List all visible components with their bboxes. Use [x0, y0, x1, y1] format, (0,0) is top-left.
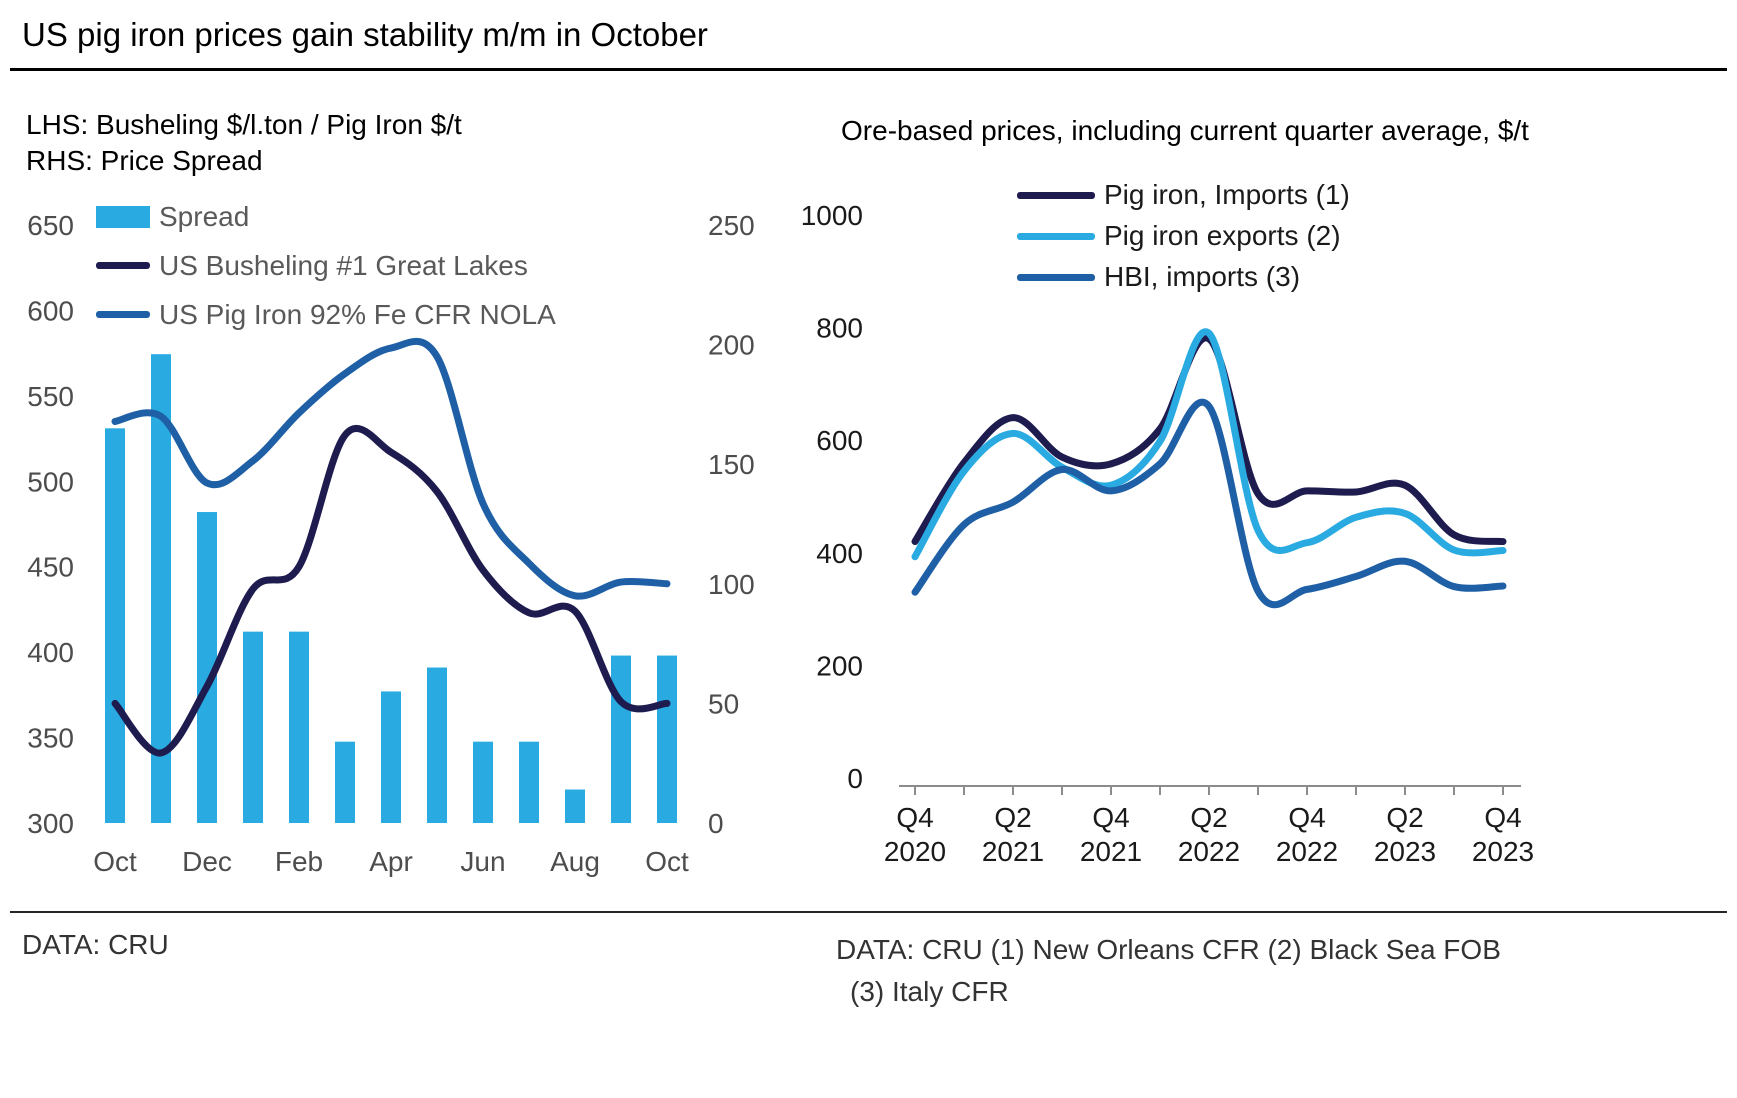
hbi-imports-3-line	[911, 399, 1507, 609]
svg-text:600: 600	[816, 425, 863, 456]
svg-text:Dec: Dec	[182, 846, 232, 877]
svg-text:550: 550	[27, 381, 74, 412]
imports-swatch	[1017, 191, 1095, 199]
legend-item-imports: Pig iron, Imports (1)	[1017, 179, 1350, 211]
svg-text:2023: 2023	[1472, 836, 1534, 867]
left-chart-legend: Spread US Busheling #1 Great Lakes US Pi…	[96, 201, 556, 331]
svg-text:Q4: Q4	[1288, 802, 1325, 833]
header: US pig iron prices gain stability m/m in…	[0, 0, 1737, 54]
left-chart-subtitle: LHS: Busheling $/l.ton / Pig Iron $/t RH…	[26, 107, 795, 179]
svg-text:Jun: Jun	[460, 846, 505, 877]
svg-text:300: 300	[27, 808, 74, 839]
svg-text:2021: 2021	[1080, 836, 1142, 867]
svg-text:600: 600	[27, 295, 74, 326]
right-chart: 1000 800 600 400 200 0 Q4 2020 Q2 2021 Q4 2021 Q2 202…	[795, 173, 1737, 873]
svg-text:Apr: Apr	[369, 846, 413, 877]
svg-text:Q2: Q2	[994, 802, 1031, 833]
right-data-source: DATA: CRU (1) New Orleans CFR (2) Black …	[836, 929, 1501, 1013]
legend-item-pig-iron: US Pig Iron 92% Fe CFR NOLA	[96, 299, 556, 331]
svg-text:800: 800	[816, 313, 863, 344]
hbi-swatch	[1017, 273, 1095, 281]
svg-text:2022: 2022	[1276, 836, 1338, 867]
svg-text:1000: 1000	[801, 200, 863, 231]
right-panel: Ore-based prices, including current quar…	[795, 71, 1737, 873]
left-subtitle-line1: LHS: Busheling $/l.ton / Pig Iron $/t	[26, 109, 462, 140]
svg-text:650: 650	[27, 210, 74, 241]
legend-item-hbi: HBI, imports (3)	[1017, 261, 1350, 293]
svg-text:Q4: Q4	[1484, 802, 1521, 833]
charts-area: LHS: Busheling $/l.ton / Pig Iron $/t RH…	[0, 71, 1737, 889]
svg-text:350: 350	[27, 722, 74, 753]
legend-label-spread: Spread	[159, 200, 250, 232]
svg-text:400: 400	[27, 637, 74, 668]
svg-text:2020: 2020	[884, 836, 946, 867]
left-panel: LHS: Busheling $/l.ton / Pig Iron $/t RH…	[0, 71, 795, 889]
svg-text:250: 250	[708, 210, 755, 241]
svg-text:0: 0	[847, 763, 863, 794]
svg-text:2021: 2021	[982, 836, 1044, 867]
svg-text:Q4: Q4	[1092, 802, 1129, 833]
svg-text:2023: 2023	[1374, 836, 1436, 867]
svg-text:Q4: Q4	[896, 802, 933, 833]
legend-label-hbi: HBI, imports (3)	[1104, 261, 1301, 292]
svg-text:100: 100	[708, 568, 755, 599]
legend-label-imports: Pig iron, Imports (1)	[1104, 179, 1350, 210]
left-data-source: DATA: CRU	[22, 928, 169, 960]
page-title: US pig iron prices gain stability m/m in…	[22, 16, 708, 53]
svg-text:Feb: Feb	[275, 846, 323, 877]
pig-iron-exports-2-line	[911, 328, 1507, 561]
legend-item-busheling: US Busheling #1 Great Lakes	[96, 250, 556, 282]
us-busheling-1-great-lakes-line	[111, 424, 671, 757]
right-chart-legend: Pig iron, Imports (1) Pig iron exports (…	[1017, 179, 1350, 293]
legend-item-spread: Spread	[96, 201, 556, 233]
svg-text:2022: 2022	[1178, 836, 1240, 867]
legend-label-pig-iron: US Pig Iron 92% Fe CFR NOLA	[159, 298, 556, 330]
pig-iron-swatch	[96, 311, 150, 319]
svg-text:Q2: Q2	[1190, 802, 1227, 833]
spread-swatch	[96, 205, 150, 228]
svg-text:Oct: Oct	[645, 846, 689, 877]
pig-iron-imports-1-line	[911, 334, 1507, 546]
svg-text:50: 50	[708, 688, 739, 719]
svg-text:Q2: Q2	[1386, 802, 1423, 833]
us-pig-iron-92-fe-cfr-nola-line	[111, 337, 671, 600]
svg-text:Oct: Oct	[93, 846, 137, 877]
right-chart-svg: 10008006004002000Q42020Q22021Q42021Q2202…	[801, 200, 1534, 867]
right-source-line2: (3) Italy CFR	[850, 975, 1009, 1007]
right-source-line1: DATA: CRU (1) New Orleans CFR (2) Black …	[836, 933, 1501, 965]
title-divider	[10, 68, 1727, 71]
svg-text:0: 0	[708, 808, 724, 839]
busheling-swatch	[96, 262, 150, 270]
legend-label-exports: Pig iron exports (2)	[1104, 220, 1341, 251]
svg-text:Aug: Aug	[550, 846, 600, 877]
left-chart: 650 600 550 500 450 400 350 300 250 200 150 100 50 0 O…	[0, 189, 795, 889]
footer: DATA: CRU DATA: CRU (1) New Orleans CFR …	[10, 910, 1727, 1041]
legend-item-exports: Pig iron exports (2)	[1017, 220, 1350, 252]
right-chart-subtitle: Ore-based prices, including current quar…	[841, 115, 1529, 146]
left-chart-svg: 650600550500450400350300250200150100500O…	[27, 210, 755, 877]
svg-text:400: 400	[816, 538, 863, 569]
svg-text:200: 200	[708, 329, 755, 360]
legend-label-busheling: US Busheling #1 Great Lakes	[159, 249, 528, 281]
exports-swatch	[1017, 232, 1095, 240]
left-subtitle-line2: RHS: Price Spread	[26, 144, 263, 176]
svg-text:500: 500	[27, 466, 74, 497]
spread-bars	[105, 353, 677, 823]
svg-text:450: 450	[27, 551, 74, 582]
svg-text:150: 150	[708, 449, 755, 480]
svg-text:200: 200	[816, 650, 863, 681]
